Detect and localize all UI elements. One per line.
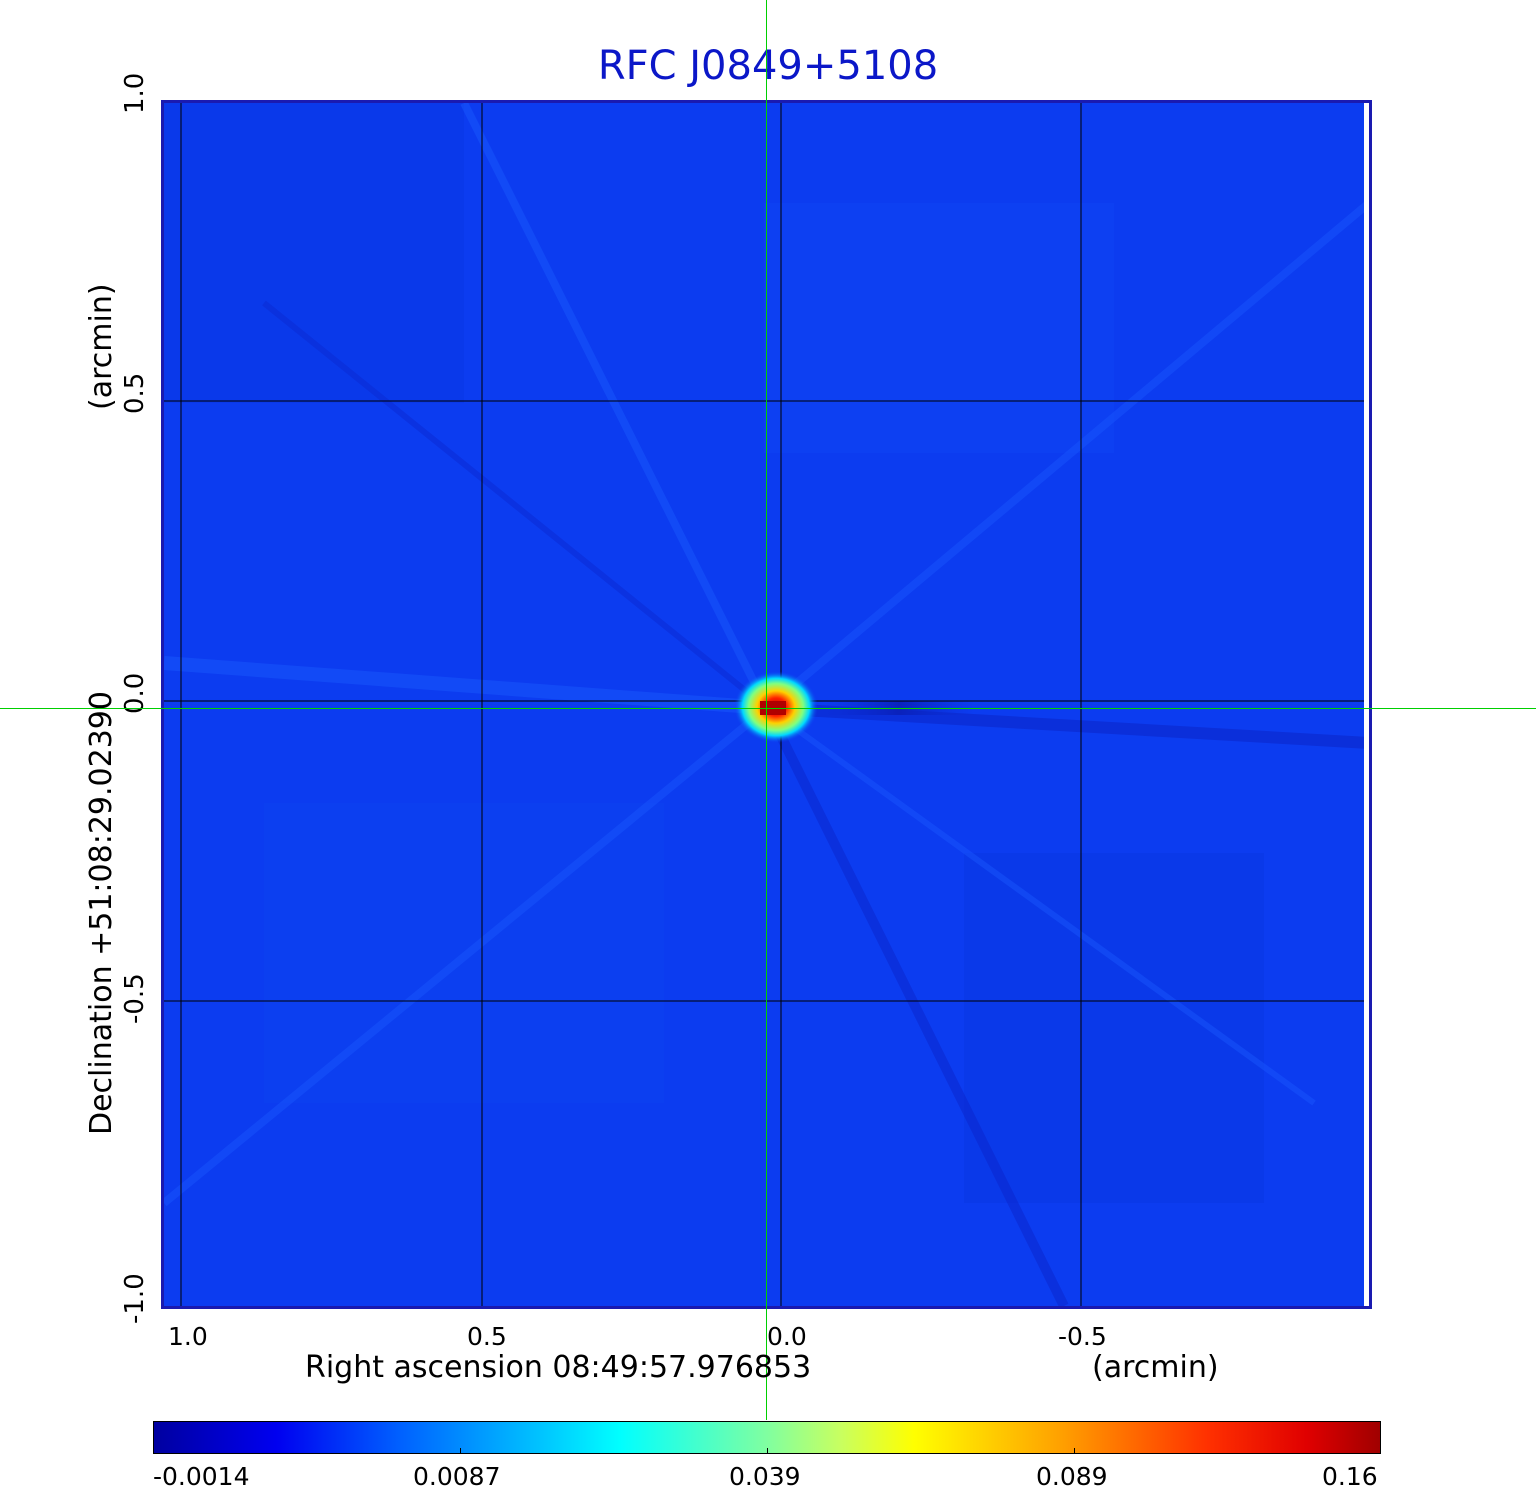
colorbar-tick-2: 0.0087 [413,1462,501,1491]
y-tick-2: 0.5 [120,372,150,414]
x-axis-label: Right ascension 08:49:57.976853 [305,1350,812,1385]
x-tick-2: 0.5 [467,1322,507,1351]
x-tick-4: -0.5 [1058,1322,1107,1351]
plot-title: RFC J0849+5108 [597,43,939,89]
crosshair-horizontal [0,708,1536,709]
colorbar-tickmark-3 [1074,1448,1075,1454]
y-tick-4: -0.5 [120,973,150,1024]
colorbar-tickmark-2 [767,1448,768,1454]
x-axis-unit: (arcmin) [1092,1350,1219,1385]
colorbar-tickmark-1 [460,1448,461,1454]
x-tick-1: 1.0 [168,1322,208,1351]
sidelobe-streaks [164,103,1369,1306]
crosshair-vertical [766,0,767,1420]
colorbar-tick-1: -0.0014 [153,1462,250,1491]
edge-strip [1364,103,1369,1306]
y-axis-label: Declination +51:08:29.02390 [84,691,119,1135]
colorbar-tick-5: 0.16 [1322,1462,1378,1491]
y-tick-1: 1.0 [120,72,150,114]
colorbar-tick-4: 0.089 [1036,1462,1108,1491]
noise-texture [164,103,1264,1203]
x-tick-3: 0.0 [767,1322,807,1351]
y-axis-unit: (arcmin) [84,283,119,410]
colorbar-tick-3: 0.039 [729,1462,801,1491]
y-tick-5: -1.0 [120,1273,150,1324]
